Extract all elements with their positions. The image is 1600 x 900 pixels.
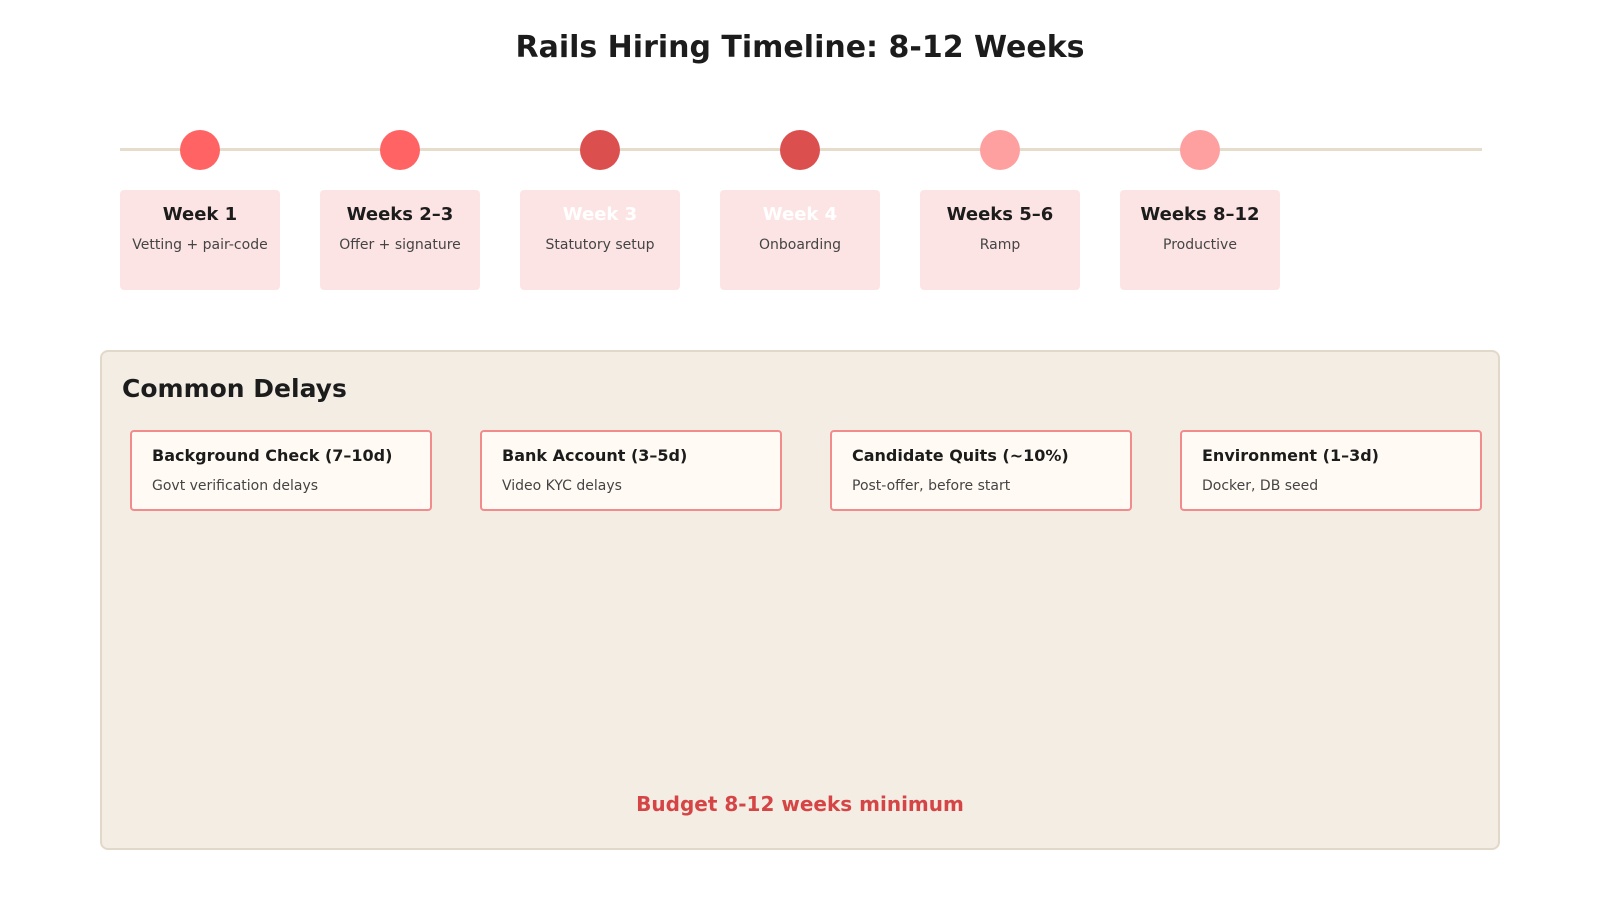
delay-title: Background Check (7–10d) <box>152 446 393 465</box>
milestone-card-weeks-5-6: Weeks 5–6 Ramp <box>920 190 1080 290</box>
delay-card-bank-account: Bank Account (3–5d) Video KYC delays <box>480 430 782 511</box>
milestone-card-week-3: Week 3 Statutory setup <box>520 190 680 290</box>
milestone-description: Productive <box>1163 237 1237 253</box>
milestone-description: Statutory setup <box>545 237 655 253</box>
delay-card-environment: Environment (1–3d) Docker, DB seed <box>1180 430 1482 511</box>
milestone-card-week-1: Week 1 Vetting + pair-code <box>120 190 280 290</box>
delays-heading: Common Delays <box>122 374 347 403</box>
milestone-dot-weeks-5-6 <box>980 130 1020 170</box>
budget-note: Budget 8-12 weeks minimum <box>636 792 964 816</box>
milestone-dot-week-3 <box>580 130 620 170</box>
milestone-card-weeks-8-12: Weeks 8–12 Productive <box>1120 190 1280 290</box>
milestone-label: Week 4 <box>762 204 838 225</box>
milestone-dot-week-1 <box>180 130 220 170</box>
delay-description: Docker, DB seed <box>1202 478 1319 494</box>
milestone-description: Offer + signature <box>339 237 461 253</box>
delay-title: Environment (1–3d) <box>1202 446 1379 465</box>
milestone-label: Weeks 2–3 <box>346 204 454 225</box>
milestone-description: Onboarding <box>759 237 841 253</box>
delay-description: Govt verification delays <box>152 478 319 494</box>
delay-title: Bank Account (3–5d) <box>502 446 688 465</box>
milestone-label: Weeks 8–12 <box>1140 204 1260 225</box>
milestone-description: Ramp <box>979 237 1021 253</box>
milestone-dot-weeks-2-3 <box>380 130 420 170</box>
common-delays-panel: Common Delays Background Check (7–10d) G… <box>100 350 1500 850</box>
milestone-label: Weeks 5–6 <box>946 204 1054 225</box>
delay-card-background-check: Background Check (7–10d) Govt verificati… <box>130 430 432 511</box>
milestone-card-weeks-2-3: Weeks 2–3 Offer + signature <box>320 190 480 290</box>
delay-description: Post-offer, before start <box>852 478 1011 494</box>
delay-description: Video KYC delays <box>502 478 622 494</box>
milestone-description: Vetting + pair-code <box>132 237 268 253</box>
milestone-dot-week-4 <box>780 130 820 170</box>
milestone-label: Week 3 <box>562 204 638 225</box>
delay-card-candidate-quits: Candidate Quits (~10%) Post-offer, befor… <box>830 430 1132 511</box>
delay-title: Candidate Quits (~10%) <box>852 446 1069 465</box>
page-title: Rails Hiring Timeline: 8-12 Weeks <box>515 30 1085 65</box>
milestone-label: Week 1 <box>162 204 238 225</box>
milestone-dot-weeks-8-12 <box>1180 130 1220 170</box>
milestone-card-week-4: Week 4 Onboarding <box>720 190 880 290</box>
